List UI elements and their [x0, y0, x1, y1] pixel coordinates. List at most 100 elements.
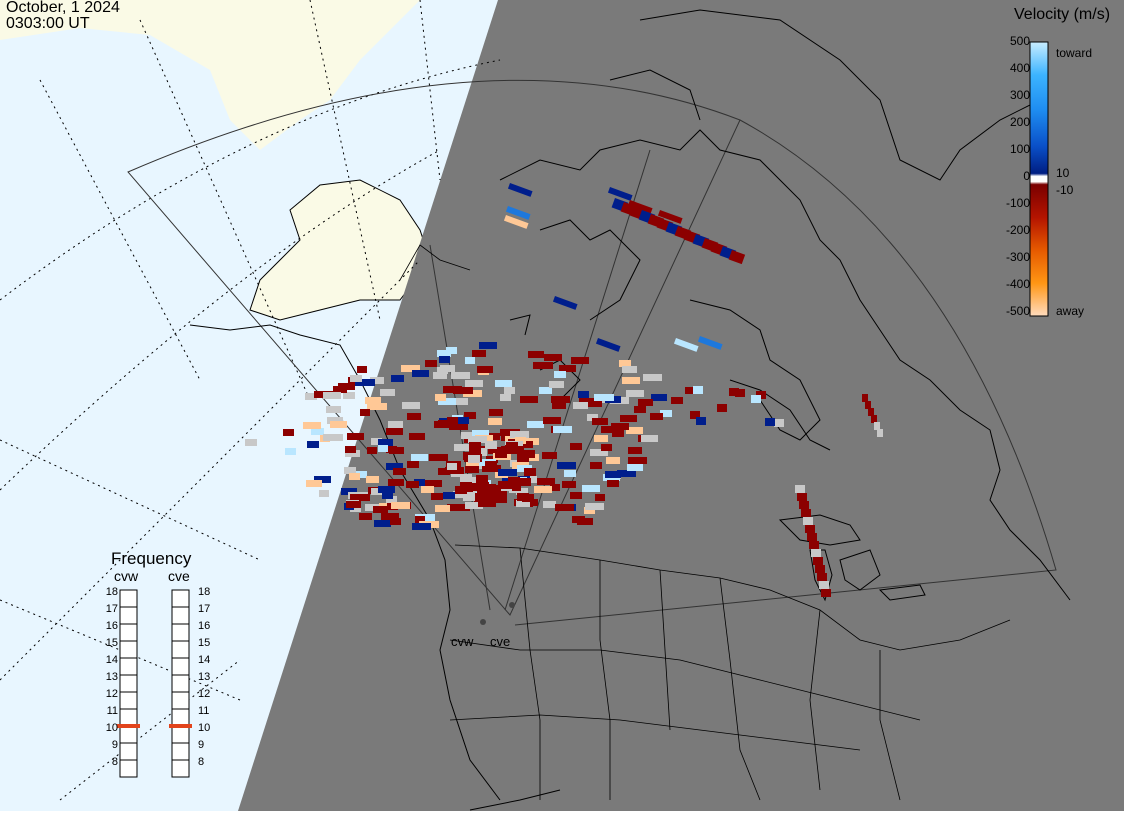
radar-cell [594, 435, 608, 442]
frequency-scale-label: 13 [198, 671, 211, 683]
radar-cell [515, 437, 526, 444]
radar-cell [454, 444, 473, 451]
radar-cell [799, 501, 809, 509]
velocity-tick-label: 500 [1009, 34, 1030, 48]
radar-cell [651, 394, 667, 401]
radar-cell [314, 476, 331, 483]
radar-cell [453, 387, 473, 394]
radar-cell [551, 396, 570, 403]
frequency-cell [119, 725, 138, 744]
radar-cell [815, 565, 825, 573]
radar-cell [549, 381, 564, 388]
radar-cell [485, 441, 497, 449]
radar-cell [327, 417, 343, 424]
radar-cell [479, 342, 497, 349]
radar-cell [552, 296, 578, 310]
radar-cell [634, 406, 646, 413]
radar-cell [811, 549, 821, 557]
radar-cell [465, 380, 483, 387]
radar-cell [378, 445, 388, 452]
radar-cell [505, 445, 517, 453]
radar-cell [765, 418, 775, 426]
radar-cell [498, 469, 517, 476]
frequency-scale-label: 17 [105, 603, 118, 615]
radar-cell [401, 365, 420, 372]
radar-cell [467, 483, 479, 491]
velocity-colorbar [1029, 41, 1049, 317]
radar-cell [660, 410, 672, 417]
radar-cell [795, 485, 805, 493]
radar-cell [388, 421, 403, 428]
radar-cell [466, 462, 479, 469]
radar-cell [306, 480, 322, 487]
velocity-tick-label: -100 [1005, 196, 1030, 210]
radar-cell [455, 486, 467, 494]
radar-cell [380, 389, 395, 396]
radar-cell [343, 392, 355, 399]
radar-cell [402, 402, 420, 409]
radar-cell [447, 463, 457, 470]
radar-cell [345, 446, 356, 453]
radar-cell [488, 418, 502, 425]
frequency-scale-label: 9 [198, 739, 205, 751]
radar-cell [641, 435, 658, 442]
frequency-scale-label: 15 [105, 637, 118, 649]
radar-cell [657, 209, 683, 224]
frequency-scale-label: 14 [198, 654, 211, 666]
radar-cell [557, 462, 576, 469]
radar-cell [523, 450, 535, 458]
radar-cell [685, 387, 696, 394]
radar-cell [626, 390, 644, 397]
radar-cell [717, 404, 727, 412]
radar-cell [464, 412, 476, 419]
radar-cell [554, 371, 566, 378]
radar-cell [355, 379, 375, 386]
radar-cell [512, 446, 524, 454]
frequency-boxes [117, 589, 192, 778]
radar-cell [311, 428, 324, 435]
radar-site-label-cvw: cvw [451, 634, 474, 649]
radar-cell [590, 462, 602, 469]
frequency-marker-cvw [117, 724, 140, 728]
velocity-inner-tick-neg: -10 [1056, 183, 1074, 197]
radar-cell [584, 507, 595, 514]
radar-cell [350, 494, 370, 501]
velocity-tick-label: 100 [1009, 142, 1030, 156]
radar-cell [821, 589, 831, 597]
radar-data-layer [245, 183, 883, 597]
radar-cell [407, 461, 419, 468]
radar-cell [349, 473, 360, 480]
radar-cell [386, 463, 403, 470]
radar-cell [514, 441, 533, 448]
frequency-cell [171, 589, 190, 608]
radar-cell [485, 461, 497, 469]
velocity-tick-label: 0 [1023, 169, 1030, 183]
frequency-cell [171, 725, 190, 744]
radar-cell [592, 418, 608, 425]
freq-radar-label-cvw: cvw [114, 568, 139, 584]
radar-cell [386, 428, 403, 435]
radar-cell [367, 447, 377, 454]
radar-cell [522, 494, 534, 502]
radar-cell [472, 430, 489, 437]
radar-cell [443, 492, 455, 499]
velocity-tick-label: 300 [1009, 88, 1030, 102]
radar-cell [323, 392, 341, 399]
radar-cell [458, 417, 469, 424]
velocity-tick-label: 400 [1009, 61, 1030, 75]
radar-cell [570, 492, 582, 499]
radar-cell [590, 449, 608, 456]
frequency-scale-label: 11 [198, 705, 210, 717]
radar-cell [544, 354, 562, 361]
coastlines [189, 9, 1071, 811]
radar-cell [673, 338, 699, 352]
radar-cell [323, 434, 343, 441]
radar-cell [797, 493, 807, 501]
radar-cell [813, 557, 823, 565]
radar-cell [333, 386, 347, 393]
radar-cell [595, 494, 605, 501]
radar-cell [877, 429, 883, 437]
radar-cell [421, 486, 434, 493]
radar-cell [550, 484, 560, 491]
